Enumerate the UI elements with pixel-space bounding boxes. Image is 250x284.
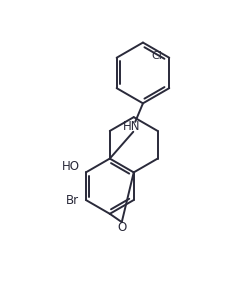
Text: Cl: Cl — [152, 51, 162, 60]
Text: HN: HN — [123, 120, 141, 133]
Text: Br: Br — [66, 193, 79, 206]
Text: HO: HO — [62, 160, 80, 173]
Text: O: O — [117, 221, 127, 234]
